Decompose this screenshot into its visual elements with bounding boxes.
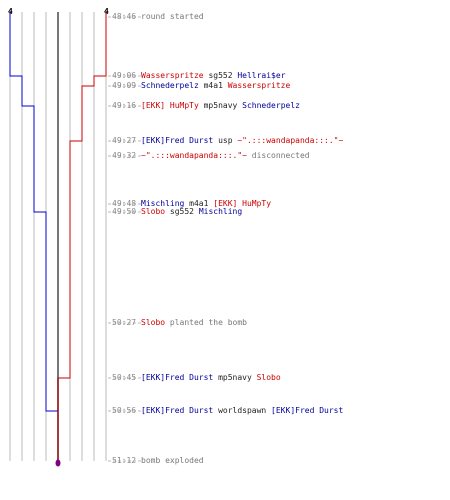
event-text-part: m4a1 xyxy=(198,81,228,90)
event-time: 49:09 xyxy=(112,81,137,90)
event-time: 49:27 xyxy=(112,136,137,145)
ct-count-label: 4 xyxy=(8,7,13,16)
event-description: [EKK]Fred Durst worldspawn [EKK]Fred Dur… xyxy=(141,406,343,416)
event-text-part: disconnected xyxy=(246,151,310,160)
t-count-label: 4 xyxy=(104,7,109,16)
event-text-part: worldspawn xyxy=(213,406,272,415)
t-alive-step-line xyxy=(57,12,107,461)
event-text-part: Wasserspritze xyxy=(141,71,204,80)
event-time: 51:12 xyxy=(112,456,137,465)
event-text-part: round started xyxy=(141,12,204,21)
event-text-part: Mischling xyxy=(141,199,185,208)
event-time: 49:06 xyxy=(112,71,137,80)
event-time: 50:27 xyxy=(112,318,137,327)
event-time: 49:48 xyxy=(112,199,137,208)
event-text-part: Mischling xyxy=(198,207,243,216)
event-text-part: Slobo xyxy=(141,318,166,327)
event-text-part: [EKK] HuMpTy xyxy=(141,101,199,110)
event-description: round started xyxy=(141,12,204,22)
event-time: 50:45 xyxy=(112,373,137,382)
event-text-part: planted the bomb xyxy=(165,318,247,327)
event-text-part: Schnederpelz xyxy=(242,101,300,110)
event-text-part: Slobo xyxy=(141,207,166,216)
event-text-part: ~".:::wandapanda:::."~ xyxy=(141,151,247,160)
event-text-part: mp5navy xyxy=(198,101,243,110)
event-text-part: bomb exploded xyxy=(141,456,204,465)
event-text-part: Wasserspritze xyxy=(227,81,291,90)
event-time: 49:32 xyxy=(112,151,137,160)
event-text-part: [EKK]Fred Durst xyxy=(141,373,214,382)
event-description: ~".:::wandapanda:::."~ disconnected xyxy=(141,151,310,161)
event-text-part: sg552 xyxy=(165,207,199,216)
event-description: Wasserspritze sg552 Hellrai$er xyxy=(141,71,286,81)
event-description: bomb exploded xyxy=(141,456,204,466)
event-text-part: Slobo xyxy=(256,373,281,382)
event-text-part: usp xyxy=(213,136,238,145)
bomb-marker-icon xyxy=(55,459,61,467)
ct-alive-step-line xyxy=(9,12,59,461)
event-text-part: [EKK]Fred Durst xyxy=(141,406,214,415)
event-text-part: m4a1 xyxy=(184,199,214,208)
event-text-part: ~".:::wandapanda:::."~ xyxy=(237,136,344,145)
event-description: Schnederpelz m4a1 Wasserspritze xyxy=(141,81,290,91)
event-text-part: mp5navy xyxy=(213,373,257,382)
event-description: Slobo planted the bomb xyxy=(141,318,247,328)
event-text-part: Schnederpelz xyxy=(141,81,199,90)
event-text-part: sg552 xyxy=(203,71,238,80)
event-text-part: [EKK]Fred Durst xyxy=(271,406,344,415)
event-description: [EKK]Fred Durst mp5navy Slobo xyxy=(141,373,281,383)
event-time: 49:16 xyxy=(112,101,137,110)
event-time: 50:56 xyxy=(112,406,137,415)
event-text-part: Hellrai$er xyxy=(237,71,286,80)
event-description: [EKK]Fred Durst usp ~".:::wandapanda:::.… xyxy=(141,136,343,146)
event-time: 48:46 xyxy=(112,12,137,21)
event-text-part: [EKK] HuMpTy xyxy=(213,199,272,208)
event-description: Slobo sg552 Mischling xyxy=(141,207,242,217)
event-text-part: [EKK]Fred Durst xyxy=(141,136,214,145)
event-description: [EKK] HuMpTy mp5navy Schnederpelz xyxy=(141,101,300,111)
event-time: 49:50 xyxy=(112,207,137,216)
event-description: Mischling m4a1 [EKK] HuMpTy xyxy=(141,199,271,209)
